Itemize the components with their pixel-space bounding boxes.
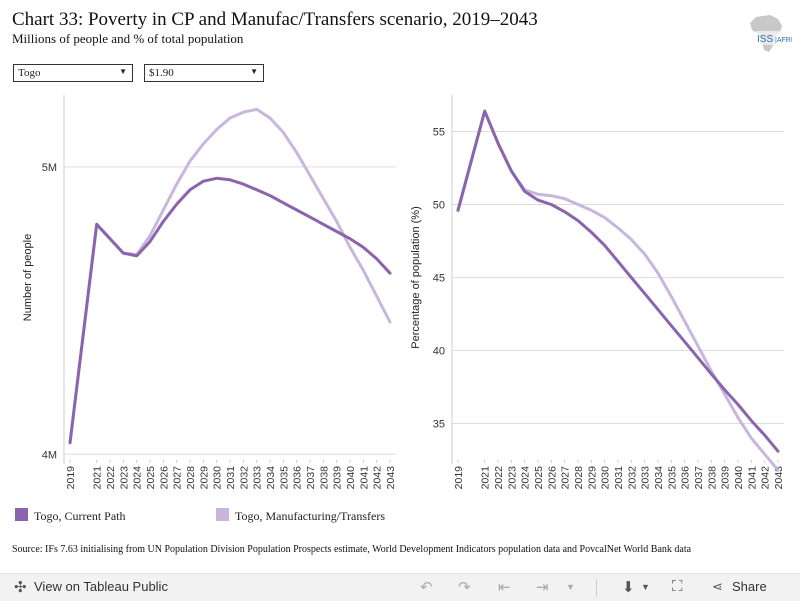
redo-icon[interactable]: ↷ [458,579,471,596]
x-tick-label: 2021 [92,466,104,490]
poverty-line-dropdown[interactable]: $1.90 ▼ [144,64,264,82]
x-tick-label: 2032 [238,466,250,490]
x-tick-label: 2026 [546,466,558,490]
x-tick-label: 2019 [453,466,465,490]
x-tick-label: 2040 [733,466,745,490]
y-tick-label: 40 [433,346,445,358]
x-tick-label: 2023 [118,466,130,490]
x-tick-label: 2037 [305,466,317,490]
x-tick-label: 2036 [292,466,304,490]
x-tick-label: 2037 [693,466,705,490]
refresh-icon[interactable]: ⇥ [536,579,549,596]
x-tick-label: 2041 [358,466,370,490]
download-menu-chevron-icon[interactable]: ▼ [641,582,650,592]
x-tick-label: 2034 [653,466,665,490]
svg-text:|AFRI: |AFRI [775,37,792,44]
x-tick-label: 2033 [640,466,652,490]
x-tick-label: 2029 [198,466,210,490]
x-tick-label: 2024 [132,466,144,490]
x-tick-label: 2035 [666,466,678,490]
x-tick-label: 2033 [252,466,264,490]
legend-swatch-manufacturing [216,508,229,521]
chevron-down-icon: ▼ [119,67,127,76]
x-tick-label: 2041 [746,466,758,490]
series-line-manufacturing [68,107,392,445]
y-tick-label: 4M [42,449,57,461]
x-tick-label: 2029 [586,466,598,490]
legend-label-manufacturing: Togo, Manufacturing/Transfers [235,509,386,523]
y-tick-label: 55 [433,127,445,139]
download-icon[interactable]: ⬇ [622,579,635,596]
x-tick-label: 2028 [185,466,197,490]
y-axis-label: Number of people [22,234,34,321]
share-button[interactable]: Share [732,579,767,594]
x-tick-label: 2034 [265,466,277,490]
x-tick-label: 2028 [573,466,585,490]
x-tick-label: 2026 [158,466,170,490]
iss-africa-logo: ISS |AFRI [750,15,792,52]
legend-item-current-path[interactable]: Togo, Current Path [15,508,125,524]
legend-item-manufacturing[interactable]: Togo, Manufacturing/Transfers [216,508,385,524]
x-tick-label: 2022 [493,466,505,490]
poverty-line-dropdown-value: $1.90 [149,67,174,79]
y-axis-label: Percentage of population (%) [410,206,422,348]
x-tick-label: 2025 [145,466,157,490]
x-tick-label: 2031 [613,466,625,490]
x-tick-label: 2043 [773,466,785,490]
x-tick-label: 2023 [506,466,518,490]
country-dropdown-value: Togo [18,67,41,79]
revert-icon[interactable]: ⇤ [498,579,511,596]
x-tick-label: 2030 [600,466,612,490]
view-on-tableau-link[interactable]: View on Tableau Public [34,579,168,594]
chart-title: Chart 33: Poverty in CP and Manufac/Tran… [12,9,538,30]
toolbar-divider [596,579,597,597]
x-tick-label: 2043 [385,466,397,490]
legend-label-current-path: Togo, Current Path [34,509,126,523]
share-icon[interactable]: ⋖ [712,579,723,594]
svg-text:ISS: ISS [757,34,773,45]
chart-subtitle: Millions of people and % of total popula… [12,31,244,46]
x-tick-label: 2035 [278,466,290,490]
x-tick-label: 2039 [332,466,344,490]
y-tick-label: 5M [42,162,57,174]
x-tick-label: 2027 [172,466,184,490]
x-tick-label: 2039 [720,466,732,490]
series-line-current-path [68,176,392,445]
y-tick-label: 35 [433,419,445,431]
y-tick-label: 45 [433,273,445,285]
series-line-current-path [456,109,780,453]
refresh-menu-chevron-icon[interactable]: ▼ [566,582,575,592]
x-tick-label: 2027 [560,466,572,490]
x-tick-label: 2036 [680,466,692,490]
series-line-manufacturing [456,109,780,472]
x-tick-label: 2022 [105,466,117,490]
country-dropdown[interactable]: Togo ▼ [13,64,133,82]
x-tick-label: 2019 [65,466,77,490]
x-tick-label: 2038 [318,466,330,490]
tableau-logo-icon: ✣ [14,579,27,596]
x-tick-label: 2032 [626,466,638,490]
x-tick-label: 2042 [760,466,772,490]
x-tick-label: 2025 [533,466,545,490]
fullscreen-icon[interactable]: ⛶ [672,578,683,595]
chevron-down-icon: ▼ [250,67,258,76]
x-tick-label: 2024 [520,466,532,490]
x-tick-label: 2040 [345,466,357,490]
source-note: Source: IFs 7.63 initialising from UN Po… [12,544,692,555]
undo-icon[interactable]: ↶ [420,579,433,596]
y-tick-label: 50 [433,200,445,212]
x-tick-label: 2021 [480,466,492,490]
tableau-toolbar: ✣ View on Tableau Public ↶ ↷ ⇤ ⇥ ▼ ⬇ ▼ ⛶… [0,573,800,601]
x-tick-label: 2042 [372,466,384,490]
x-tick-label: 2038 [706,466,718,490]
legend-swatch-current-path [15,508,28,521]
x-tick-label: 2030 [212,466,224,490]
x-tick-label: 2031 [225,466,237,490]
